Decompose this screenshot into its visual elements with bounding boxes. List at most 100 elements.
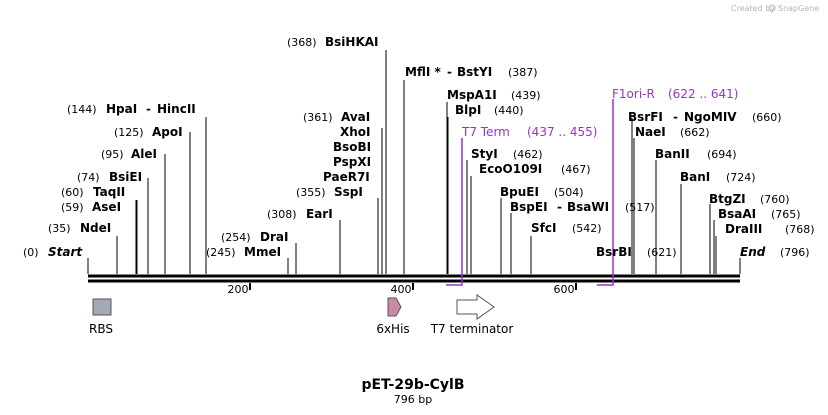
feature-rbs[interactable]: RBS bbox=[89, 298, 113, 336]
site-label-blpi[interactable]: BlpI bbox=[455, 103, 481, 117]
site-pos-ndei: (35) bbox=[48, 222, 71, 235]
site-pos-mspa1i: (439) bbox=[511, 89, 541, 102]
site-label-bsihkai[interactable]: BsiHKAI bbox=[325, 35, 379, 49]
site-pos-bsiei: (74) bbox=[77, 171, 100, 184]
primer-t7-term[interactable]: T7 Term (437 .. 455) bbox=[446, 125, 597, 286]
site-label-avai[interactable]: AvaI bbox=[341, 110, 370, 124]
site-label-ecoo109i[interactable]: EcoO109I bbox=[479, 162, 542, 176]
site-label-sfci[interactable]: SfcI bbox=[531, 221, 556, 235]
site-label-hpai-separator: - bbox=[146, 102, 151, 116]
site-pos-banii: (694) bbox=[707, 148, 737, 161]
primer-t7-term-range: (437 .. 455) bbox=[527, 125, 597, 139]
feature-6xhis-arrow bbox=[387, 297, 402, 317]
site-label-alei[interactable]: AleI bbox=[131, 147, 157, 161]
site-label-ngomiv[interactable]: NgoMIV bbox=[684, 110, 737, 124]
site-label-xhoi[interactable]: XhoI bbox=[340, 125, 371, 139]
site-label-hincii[interactable]: HincII bbox=[157, 102, 196, 116]
site-label-bsrfi[interactable]: BsrFI bbox=[628, 110, 663, 124]
site-label-apoi[interactable]: ApoI bbox=[152, 125, 183, 139]
site-pos-avai: (361) bbox=[303, 111, 333, 124]
site-label-paer7i[interactable]: PaeR7I bbox=[323, 170, 370, 184]
site-label-pspxi[interactable]: PspXI bbox=[333, 155, 371, 169]
site-label-taqii[interactable]: TaqII bbox=[93, 185, 125, 199]
site-lines bbox=[87, 50, 741, 274]
start-label: Start bbox=[48, 245, 83, 259]
site-label-naei[interactable]: NaeI bbox=[635, 125, 666, 139]
ruler-tick-label: 400 bbox=[391, 283, 412, 296]
start-pos: (0) bbox=[23, 246, 39, 259]
snapgene-logo-icon bbox=[768, 4, 776, 12]
site-label-banii[interactable]: BanII bbox=[655, 147, 690, 161]
site-pos-bpuei: (504) bbox=[554, 186, 584, 199]
site-pos-bsrbi: (621) bbox=[647, 246, 677, 259]
end-label: End bbox=[740, 245, 766, 259]
site-pos-naei: (662) bbox=[680, 126, 710, 139]
site-pos-mmei: (245) bbox=[206, 246, 236, 259]
credit-prefix: Created by bbox=[731, 4, 775, 13]
site-pos-bsaai: (765) bbox=[771, 208, 801, 221]
site-label-bsiei[interactable]: BsiEI bbox=[109, 170, 142, 184]
ruler: 200 400 600 bbox=[228, 283, 577, 296]
primer-f1ori-r-bracket bbox=[597, 99, 614, 286]
site-label-bsobi[interactable]: BsoBI bbox=[333, 140, 371, 154]
site-label-styi[interactable]: StyI bbox=[471, 147, 498, 161]
site-label-btgzi[interactable]: BtgZI bbox=[709, 192, 746, 206]
site-label-ndei[interactable]: NdeI bbox=[80, 221, 111, 235]
site-label-hpai[interactable]: HpaI bbox=[106, 102, 137, 116]
site-label-bsrfi-separator: - bbox=[673, 110, 678, 124]
primer-t7-term-label: T7 Term bbox=[461, 125, 510, 139]
primer-f1ori-r-range: (622 .. 641) bbox=[668, 87, 738, 101]
site-label-bani[interactable]: BanI bbox=[680, 170, 710, 184]
ruler-tick-label: 600 bbox=[554, 283, 575, 296]
site-label-bsrbi[interactable]: BsrBI bbox=[596, 245, 632, 259]
feature-t7-terminator[interactable]: T7 terminator bbox=[430, 294, 514, 336]
site-pos-draiii: (768) bbox=[785, 223, 815, 236]
primer-f1ori-r-label: F1ori-R bbox=[612, 87, 655, 101]
site-pos-btgzi: (760) bbox=[760, 193, 790, 206]
site-label-bstyi[interactable]: BstYI bbox=[457, 65, 492, 79]
credit-brand: SnapGene bbox=[778, 4, 819, 13]
feature-t7-terminator-arrow bbox=[456, 294, 495, 320]
site-label-draiii[interactable]: DraIII bbox=[725, 222, 762, 236]
site-label-mspa1i[interactable]: MspA1I bbox=[447, 88, 497, 102]
site-pos-bsihkai: (368) bbox=[287, 36, 317, 49]
site-pos-alei: (95) bbox=[101, 148, 124, 161]
site-pos-bspei: (517) bbox=[625, 201, 655, 214]
site-label-asei[interactable]: AseI bbox=[92, 200, 121, 214]
end-pos: (796) bbox=[780, 246, 810, 259]
site-pos-sfci: (542) bbox=[572, 222, 602, 235]
site-label-bpuei[interactable]: BpuEI bbox=[500, 185, 539, 199]
site-pos-eari: (308) bbox=[267, 208, 297, 221]
site-pos-bsrfi: (660) bbox=[752, 111, 782, 124]
site-label-mmei[interactable]: MmeI bbox=[244, 245, 281, 259]
site-label-mfli-separator: - bbox=[447, 65, 452, 79]
site-pos-blpi: (440) bbox=[494, 104, 524, 117]
map-length: 796 bp bbox=[394, 393, 432, 406]
site-label-eari[interactable]: EarI bbox=[306, 207, 333, 221]
site-pos-apoi: (125) bbox=[114, 126, 144, 139]
site-pos-bani: (724) bbox=[726, 171, 756, 184]
ruler-tick-label: 200 bbox=[228, 283, 249, 296]
primer-f1ori-r[interactable]: F1ori-R (622 .. 641) bbox=[597, 87, 738, 286]
site-label-sspi[interactable]: SspI bbox=[334, 185, 363, 199]
site-pos-sspi: (355) bbox=[296, 186, 326, 199]
feature-t7-terminator-label: T7 terminator bbox=[430, 322, 514, 336]
site-pos-asei: (59) bbox=[61, 201, 84, 214]
site-pos-ecoo109i: (467) bbox=[561, 163, 591, 176]
site-pos-hpai: (144) bbox=[67, 103, 97, 116]
site-label-mfli[interactable]: MflI * bbox=[405, 65, 441, 79]
feature-6xhis-label: 6xHis bbox=[376, 322, 409, 336]
site-label-bsawi[interactable]: BsaWI bbox=[567, 200, 609, 214]
site-label-bspei[interactable]: BspEI bbox=[510, 200, 548, 214]
site-label-drai[interactable]: DraI bbox=[260, 230, 288, 244]
credit: Created by SnapGene bbox=[731, 4, 819, 13]
site-pos-mfli: (387) bbox=[508, 66, 538, 79]
feature-rbs-label: RBS bbox=[89, 322, 113, 336]
site-label-bspei-separator: - bbox=[557, 200, 562, 214]
feature-6xhis[interactable]: 6xHis bbox=[376, 297, 410, 336]
site-pos-styi: (462) bbox=[513, 148, 543, 161]
primer-t7-term-bracket bbox=[446, 138, 463, 286]
site-pos-drai: (254) bbox=[221, 231, 251, 244]
site-label-bsaai[interactable]: BsaAI bbox=[718, 207, 756, 221]
